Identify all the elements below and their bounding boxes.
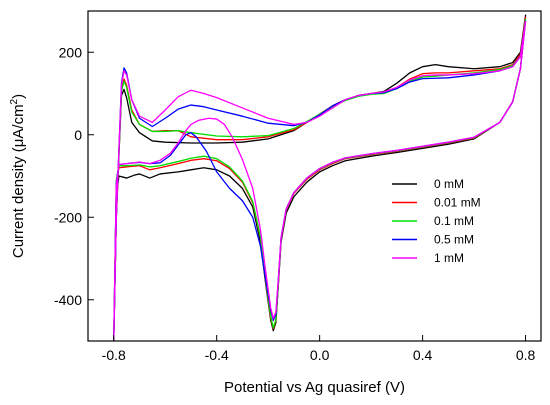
x-tick-label: 0.4 [413,347,433,363]
x-tick-label: -0.8 [102,347,126,363]
tick-layer: -0.8 -0.4 0.0 0.4 0.8 -400 -200 0 200 [54,44,536,363]
series-line-4 [113,20,527,341]
x-tick-label: 0.8 [516,347,536,363]
series-layer [113,14,527,341]
x-tick-label: 0.0 [310,347,330,363]
legend-label-1: 0.01 mM [434,196,481,210]
y-tick-label: -400 [54,292,82,308]
y-tick-label: 0 [74,127,82,143]
y-axis-title: Current density (μA/cm2) [9,94,27,258]
legend: 0 mM 0.01 mM 0.1 mM 0.5 mM 1 mM [392,177,481,265]
y-tick-label: -200 [54,209,82,225]
plot-frame [87,10,542,342]
legend-label-4: 1 mM [434,251,464,265]
legend-label-2: 0.1 mM [434,214,474,228]
x-tick-label: -0.4 [205,347,229,363]
legend-label-3: 0.5 mM [434,233,474,247]
x-axis-title: Potential vs Ag quasiref (V) [224,379,405,396]
legend-label-0: 0 mM [434,177,464,191]
y-tick-label: 200 [59,44,83,60]
